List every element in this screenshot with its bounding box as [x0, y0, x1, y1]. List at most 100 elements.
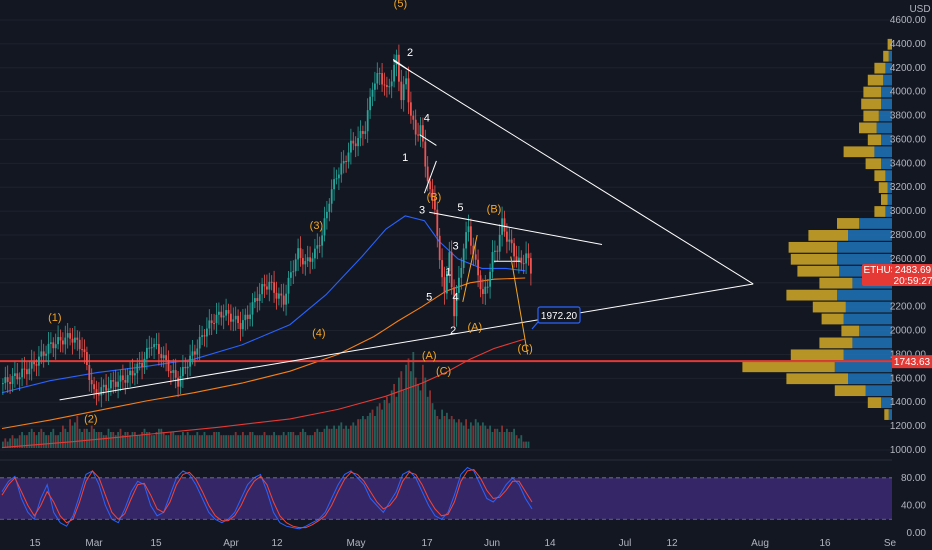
volume-bar — [69, 419, 71, 448]
wave-label: (A) — [467, 322, 482, 334]
volume-bar — [225, 435, 227, 448]
candle-body — [18, 377, 21, 380]
wave-label: (3) — [310, 220, 323, 232]
volume-bar — [218, 432, 220, 448]
price-tick: 3200.00 — [890, 182, 927, 193]
time-tick: 15 — [29, 538, 41, 549]
candle-body — [172, 370, 175, 373]
ma_long-line — [1, 338, 526, 449]
candle-body — [470, 226, 472, 246]
volume-bar — [162, 432, 165, 448]
volume-bar — [95, 432, 98, 448]
candle-body — [402, 84, 405, 101]
candle-body — [268, 281, 271, 290]
volume-bar — [242, 432, 244, 448]
candle-body — [220, 311, 223, 318]
target-box[interactable]: 1972.20 — [531, 306, 581, 330]
volume-bar — [45, 435, 47, 448]
volume-bar — [64, 428, 67, 448]
wave-label: (5) — [394, 0, 407, 10]
candle-body — [326, 211, 328, 219]
profile-bar-up — [786, 373, 848, 385]
grid — [0, 19, 892, 451]
candle-body — [417, 134, 419, 136]
volume-bar — [124, 432, 127, 448]
volume-bar — [59, 432, 62, 448]
profile-bar-up — [812, 301, 846, 313]
volume-bar — [378, 403, 381, 448]
volume-bar — [136, 435, 139, 448]
volume-bar — [479, 425, 482, 448]
profile-bar-down — [885, 62, 892, 74]
profile-bar-up — [837, 218, 859, 229]
volume-bar — [74, 422, 76, 448]
time-tick: Mar — [85, 538, 103, 549]
candle-body — [206, 328, 208, 337]
candle-body — [330, 189, 333, 204]
candle-body — [292, 271, 295, 273]
volume-bar — [352, 422, 355, 448]
candle-body — [350, 140, 352, 153]
candle-body — [338, 174, 340, 179]
candle-body — [57, 337, 59, 345]
time-axis[interactable]: 15 Mar 15 Apr 12 May 17 Jun 14 Jul 12 Aug 16 Se — [29, 538, 896, 549]
profile-bar-down — [865, 385, 892, 397]
volume-bar — [278, 435, 280, 448]
profile-bar-down — [885, 170, 892, 182]
candle-body — [4, 377, 7, 384]
wave-label: 5 — [426, 292, 432, 304]
wave-label: 2 — [407, 47, 413, 59]
candle-body — [225, 310, 227, 316]
volume-bar — [318, 432, 321, 448]
volume-bar — [472, 425, 475, 448]
volume-bar — [239, 435, 242, 448]
candle-body — [494, 250, 496, 252]
wave-label: (C) — [436, 366, 451, 378]
candle-body — [254, 298, 256, 303]
volume-bar — [426, 396, 429, 448]
volume-profile — [742, 38, 892, 420]
candle-body — [419, 125, 422, 135]
volume-bar — [81, 432, 83, 448]
candle-body — [515, 256, 518, 262]
candle-body — [148, 347, 151, 349]
candle-body — [64, 337, 67, 345]
volume-bar — [491, 432, 494, 448]
volume-bar — [50, 432, 52, 448]
volume-bar — [244, 435, 247, 448]
candle-body — [426, 166, 429, 182]
candle-body — [498, 234, 501, 252]
volume-bar — [436, 416, 439, 448]
candle-body — [90, 379, 93, 385]
candle-body — [460, 267, 463, 278]
volume-bar — [402, 390, 405, 448]
volume-bar — [326, 425, 328, 448]
volume-bar — [246, 435, 249, 448]
candle-body — [160, 353, 163, 359]
candle-body — [186, 366, 189, 369]
time-tick: Jul — [619, 538, 632, 549]
volume-bar — [230, 435, 232, 448]
volume-bar — [76, 416, 79, 448]
volume-bar — [232, 435, 235, 448]
profile-bar-down — [887, 194, 892, 205]
candle-body — [88, 365, 91, 380]
candle-body — [381, 73, 383, 85]
volume-bar — [23, 435, 26, 448]
volume-bar — [6, 441, 9, 448]
volume-bar — [215, 432, 218, 448]
candle-body — [525, 253, 527, 264]
trendlines[interactable] — [59, 58, 754, 401]
candle-body — [484, 286, 487, 294]
wave-label: 2 — [450, 325, 456, 337]
volume-bar — [126, 432, 129, 448]
candle-body — [431, 189, 434, 198]
volume-bar — [474, 419, 477, 448]
volume-bar — [438, 419, 441, 448]
candle-body — [189, 355, 191, 367]
volume-bar — [450, 416, 453, 448]
volume-bar — [40, 428, 43, 448]
candle-body — [28, 368, 31, 375]
volume-bar — [83, 428, 86, 448]
